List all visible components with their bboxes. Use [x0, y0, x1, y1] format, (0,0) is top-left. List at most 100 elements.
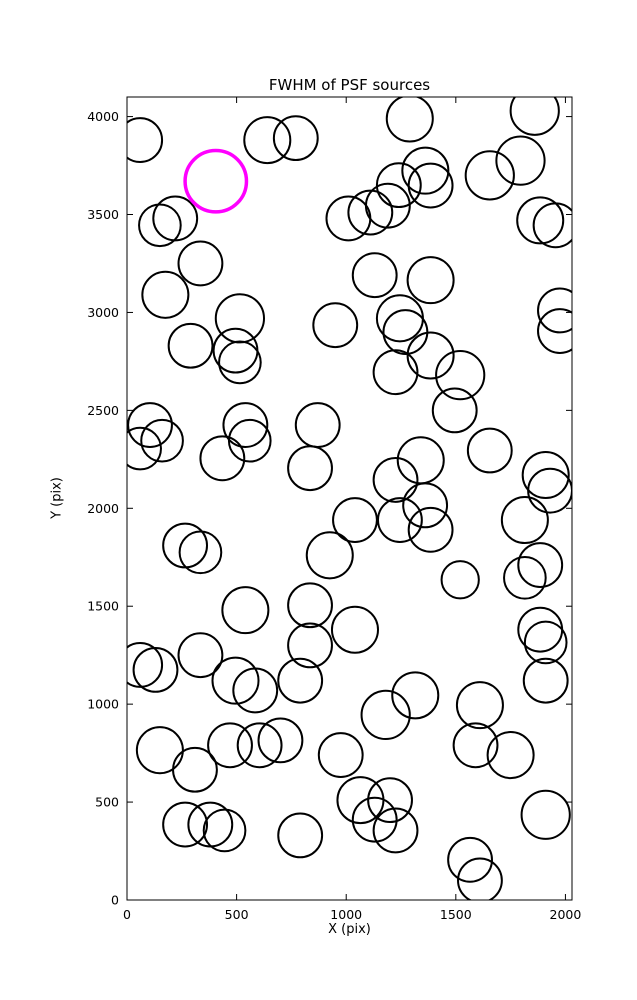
data-point-circle — [382, 309, 429, 355]
y-tick-label: 500 — [95, 795, 119, 810]
data-points-group — [127, 97, 572, 900]
data-point-circle — [372, 807, 419, 854]
data-point-circle — [277, 657, 324, 704]
data-point-circle — [406, 331, 455, 380]
data-point-circle — [294, 402, 341, 448]
data-point-circle — [236, 722, 283, 769]
data-point-circle — [317, 732, 364, 778]
data-point-circle — [407, 506, 454, 553]
data-point-circle — [162, 522, 209, 569]
data-point-circle — [503, 555, 547, 600]
data-point-circle — [401, 146, 450, 195]
data-point-circle — [521, 450, 570, 500]
data-point-circle — [138, 203, 182, 248]
data-point-circle — [520, 789, 571, 840]
data-point-circle — [272, 115, 319, 162]
data-point-circle — [277, 812, 324, 859]
data-point-circle — [360, 689, 411, 741]
data-point-circle — [199, 435, 246, 482]
data-point-circle — [127, 117, 164, 164]
data-point-circle — [140, 418, 184, 463]
data-point-circle — [367, 777, 413, 824]
data-point-circle — [227, 418, 272, 463]
data-point-circle — [464, 150, 515, 201]
data-point-circle — [351, 252, 398, 299]
data-point-circle — [214, 293, 266, 344]
x-tick-label: 1500 — [440, 907, 472, 922]
data-point-circle — [532, 202, 572, 249]
chart-title: FWHM of PSF sources — [268, 76, 431, 94]
x-tick-label: 500 — [225, 907, 249, 922]
y-tick-label: 1500 — [87, 599, 119, 614]
y-tick-label: 4000 — [87, 109, 119, 124]
data-point-circle — [243, 116, 292, 165]
data-point-circle — [222, 402, 269, 448]
data-point-circle — [312, 302, 359, 349]
data-point-circle — [372, 349, 419, 396]
data-point-circle — [132, 646, 179, 693]
data-point-circle — [332, 497, 378, 543]
plot-frame — [126, 96, 573, 901]
data-point-circle — [376, 497, 423, 543]
data-point-circle — [431, 387, 478, 434]
data-point-circle — [457, 857, 503, 900]
data-point-circle — [351, 796, 398, 843]
data-point-circle — [207, 722, 253, 769]
data-point-circle — [167, 322, 214, 369]
data-point-circle — [406, 256, 455, 305]
data-point-circle — [522, 657, 569, 704]
data-point-circle — [152, 195, 199, 242]
data-point-circle — [287, 622, 333, 669]
data-point-circle — [218, 340, 262, 385]
data-point-circle — [162, 801, 209, 848]
data-point-circle — [440, 560, 480, 600]
data-point-circle — [364, 182, 411, 229]
data-point-circle — [372, 456, 419, 503]
data-point-circle — [486, 731, 535, 780]
data-point-circle — [537, 287, 572, 334]
y-tick-label: 3000 — [87, 305, 119, 320]
data-point-circle — [177, 240, 224, 287]
data-point-circle — [127, 402, 173, 448]
data-point-circle — [330, 605, 379, 654]
data-point-circle — [305, 531, 354, 580]
data-point-circle — [177, 632, 224, 679]
data-point-circle — [527, 467, 572, 514]
data-point-circle — [172, 746, 218, 793]
data-point-circle — [127, 642, 164, 688]
data-point-circle — [232, 667, 279, 714]
data-point-circle — [447, 836, 493, 883]
data-point-circle — [466, 427, 513, 474]
y-axis-label: Y (pix) — [49, 477, 65, 519]
y-tick-label: 0 — [111, 893, 119, 908]
data-point-circle — [516, 196, 565, 245]
data-point-circle — [402, 482, 449, 529]
data-point-circle — [455, 681, 504, 730]
data-point-circle — [517, 542, 564, 589]
data-point-circle — [500, 496, 549, 545]
y-tick-label: 2000 — [87, 501, 119, 516]
data-point-circle — [537, 308, 572, 354]
y-tick-label: 3500 — [87, 207, 119, 222]
data-point-circle — [391, 671, 440, 720]
highlight-circle — [183, 148, 249, 214]
data-point-circle — [221, 586, 270, 635]
x-axis-label: X (pix) — [328, 922, 371, 937]
data-point-circle — [347, 189, 394, 236]
x-tick-label: 0 — [123, 907, 131, 922]
data-point-circle — [141, 270, 190, 319]
data-point-circle — [287, 582, 333, 629]
data-point-circle — [178, 530, 223, 575]
data-point-circle — [135, 726, 184, 775]
data-point-circle — [407, 162, 454, 209]
data-point-circle — [202, 808, 247, 853]
y-tick-label: 1000 — [87, 697, 119, 712]
y-tick-label: 2500 — [87, 403, 119, 418]
data-point-circle — [435, 349, 486, 401]
data-point-circle — [127, 426, 162, 471]
data-point-circle — [452, 722, 499, 769]
data-point-circle — [495, 135, 546, 186]
data-point-circle — [523, 620, 568, 665]
